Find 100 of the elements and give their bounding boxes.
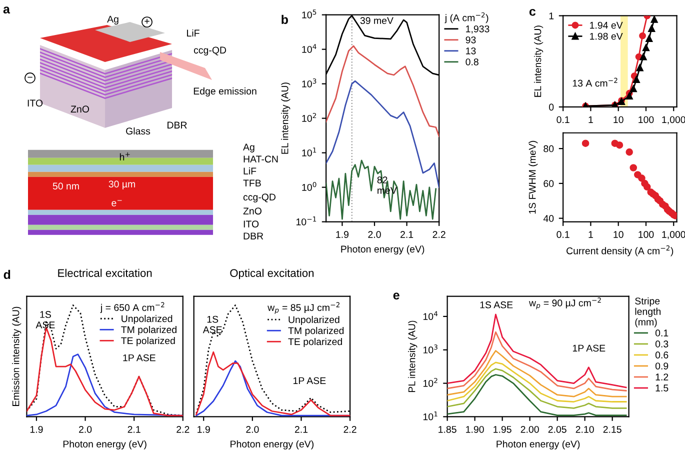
y-tick-label: 10$^{−1}$ xyxy=(296,216,316,226)
x-tick-label: 2.2 xyxy=(344,426,356,433)
legend-title: w$_{p}$ = 85 µJ cm$^{−2}$ xyxy=(268,302,340,314)
x-tick-label: 2.1 xyxy=(128,426,140,433)
x-tick-label: 1,000 xyxy=(662,231,685,240)
x-tick-label: 2.00 xyxy=(520,426,539,433)
y-tick-label: 10$^{4}$ xyxy=(302,44,316,53)
annotation: 1S ASE xyxy=(202,316,222,334)
x-tick-label: 1,000 xyxy=(662,116,685,124)
text: ccg-QD xyxy=(243,194,276,202)
x-tick-label: 100 xyxy=(638,116,654,124)
legend-title: Stripe length (mm) xyxy=(635,297,661,328)
y-tick-label: 0 xyxy=(549,104,554,111)
y-axis-title: EL intensity (AU) xyxy=(534,26,544,97)
x-tick-label: 0.1 xyxy=(556,116,570,124)
x-tick-label: 2.2 xyxy=(432,231,446,238)
text: h$^{+}$ xyxy=(120,152,130,160)
annotation: 13 A cm$^{−2}$ xyxy=(572,78,618,87)
y-tick-label: 10$^{3}$ xyxy=(423,344,438,354)
legend-label: 1,933 xyxy=(466,25,490,34)
x-tick-label: 2.0 xyxy=(368,231,381,238)
chart-title: Optical excitation xyxy=(230,268,314,280)
text: DBR xyxy=(168,122,187,128)
annotation: w$_{p}$ = 90 µJ cm$^{−2}$ xyxy=(528,298,601,310)
legend-label: 0.1 xyxy=(655,330,668,336)
x-tick-label: 2.0 xyxy=(79,426,92,433)
y-tick-label: 10$^{0}$ xyxy=(302,182,316,191)
y-tick-label: 10$^{5}$ xyxy=(302,10,316,18)
y-tick-label: 80 xyxy=(544,145,554,152)
text: 30 µm xyxy=(108,180,135,190)
x-tick-label: 2.1 xyxy=(400,231,414,238)
x-tick-label: 100 xyxy=(638,231,654,238)
y-tick-label: 60 xyxy=(544,180,554,188)
y-tick-label: 10$^{2}$ xyxy=(423,378,438,387)
x-tick-label: 1 xyxy=(588,231,593,238)
x-tick-label: 1.95 xyxy=(494,426,512,433)
annotation: 1P ASE xyxy=(572,344,606,352)
text: d xyxy=(4,270,10,280)
x-tick-label: 0.1 xyxy=(556,231,570,238)
x-axis-title: Current density (A cm$^{−2}$) xyxy=(566,245,674,256)
text: LiF xyxy=(244,167,256,174)
annotation: 39 meV xyxy=(360,17,394,24)
x-axis-title: Photon energy (eV) xyxy=(496,440,580,450)
legend-label: TM polarized xyxy=(121,326,176,336)
text: Glass xyxy=(126,127,150,135)
y-tick-label: 10$^{3}$ xyxy=(302,78,316,88)
legend-title: j = 650 A cm$^{−2}$ xyxy=(100,302,164,313)
x-tick-label: 1.90 xyxy=(466,426,484,433)
text: ZnO xyxy=(70,106,89,113)
x-tick-label: 2.05 xyxy=(548,426,566,433)
x-axis-title: Photon energy (eV) xyxy=(230,440,314,450)
text: ccg-QD xyxy=(194,46,226,56)
x-tick-label: 2.10 xyxy=(576,426,594,433)
legend-label: 1.98 eV xyxy=(590,32,623,40)
text: − xyxy=(28,76,32,78)
x-axis-title: Photon energy (eV) xyxy=(63,440,146,450)
x-tick-label: 2.0 xyxy=(246,426,259,433)
y-tick-label: 10$^{1}$ xyxy=(423,411,438,420)
annotation: 1S ASE xyxy=(480,301,513,308)
legend-label: 1.5 xyxy=(656,384,668,392)
legend-title: j (A cm$^{−2}$) xyxy=(444,12,488,24)
legend-label: Unpolarized xyxy=(122,314,172,324)
annotation: 1P ASE xyxy=(123,354,156,362)
chart-title: e xyxy=(393,292,400,300)
x-tick-label: 10 xyxy=(614,116,624,124)
legend-label: TE polarized xyxy=(121,337,175,346)
text: ZnO xyxy=(243,208,262,214)
legend-label: 0.6 xyxy=(655,352,668,358)
x-tick-label: 1.85 xyxy=(438,426,456,433)
annotation: 1P ASE xyxy=(294,377,326,384)
y-tick-label: 10$^{2}$ xyxy=(302,112,316,122)
y-axis-title: PL intensity (AU) xyxy=(408,320,418,392)
x-tick-label: 1.9 xyxy=(198,426,210,433)
text: DBR xyxy=(244,232,264,240)
legend-label: 0.8 xyxy=(466,58,478,66)
legend-label: 0.9 xyxy=(655,362,668,370)
legend-label: TM polarized xyxy=(288,326,344,336)
x-tick-label: 2.2 xyxy=(176,426,190,433)
text: HAT-CN xyxy=(244,156,278,163)
text: Ag xyxy=(107,16,118,25)
x-tick-label: 2.15 xyxy=(603,426,622,433)
text: TFB xyxy=(243,180,261,186)
y-axis-title: EL intensity (AU) xyxy=(281,82,290,154)
y-axis-title: 1S FWHM (meV) xyxy=(528,140,538,214)
x-tick-label: 1 xyxy=(588,116,593,124)
text: 50 nm xyxy=(52,182,79,190)
x-tick-label: 1.9 xyxy=(30,426,43,433)
x-tick-label: 1.9 xyxy=(336,231,349,238)
text: ITO xyxy=(244,220,259,228)
y-tick-label: 10$^{4}$ xyxy=(423,311,438,320)
y-tick-label: 40 xyxy=(543,215,554,222)
legend-label: 1.2 xyxy=(656,374,668,380)
x-tick-label: 2.1 xyxy=(294,426,308,433)
legend-label: Unpolarized xyxy=(288,316,340,326)
chart-title: b xyxy=(282,14,288,24)
legend-label: 13 xyxy=(466,47,476,54)
text: + xyxy=(144,18,150,24)
annotation: 1S ASE xyxy=(36,311,55,328)
legend-label: 0.3 xyxy=(655,340,668,348)
text: a xyxy=(3,6,10,14)
